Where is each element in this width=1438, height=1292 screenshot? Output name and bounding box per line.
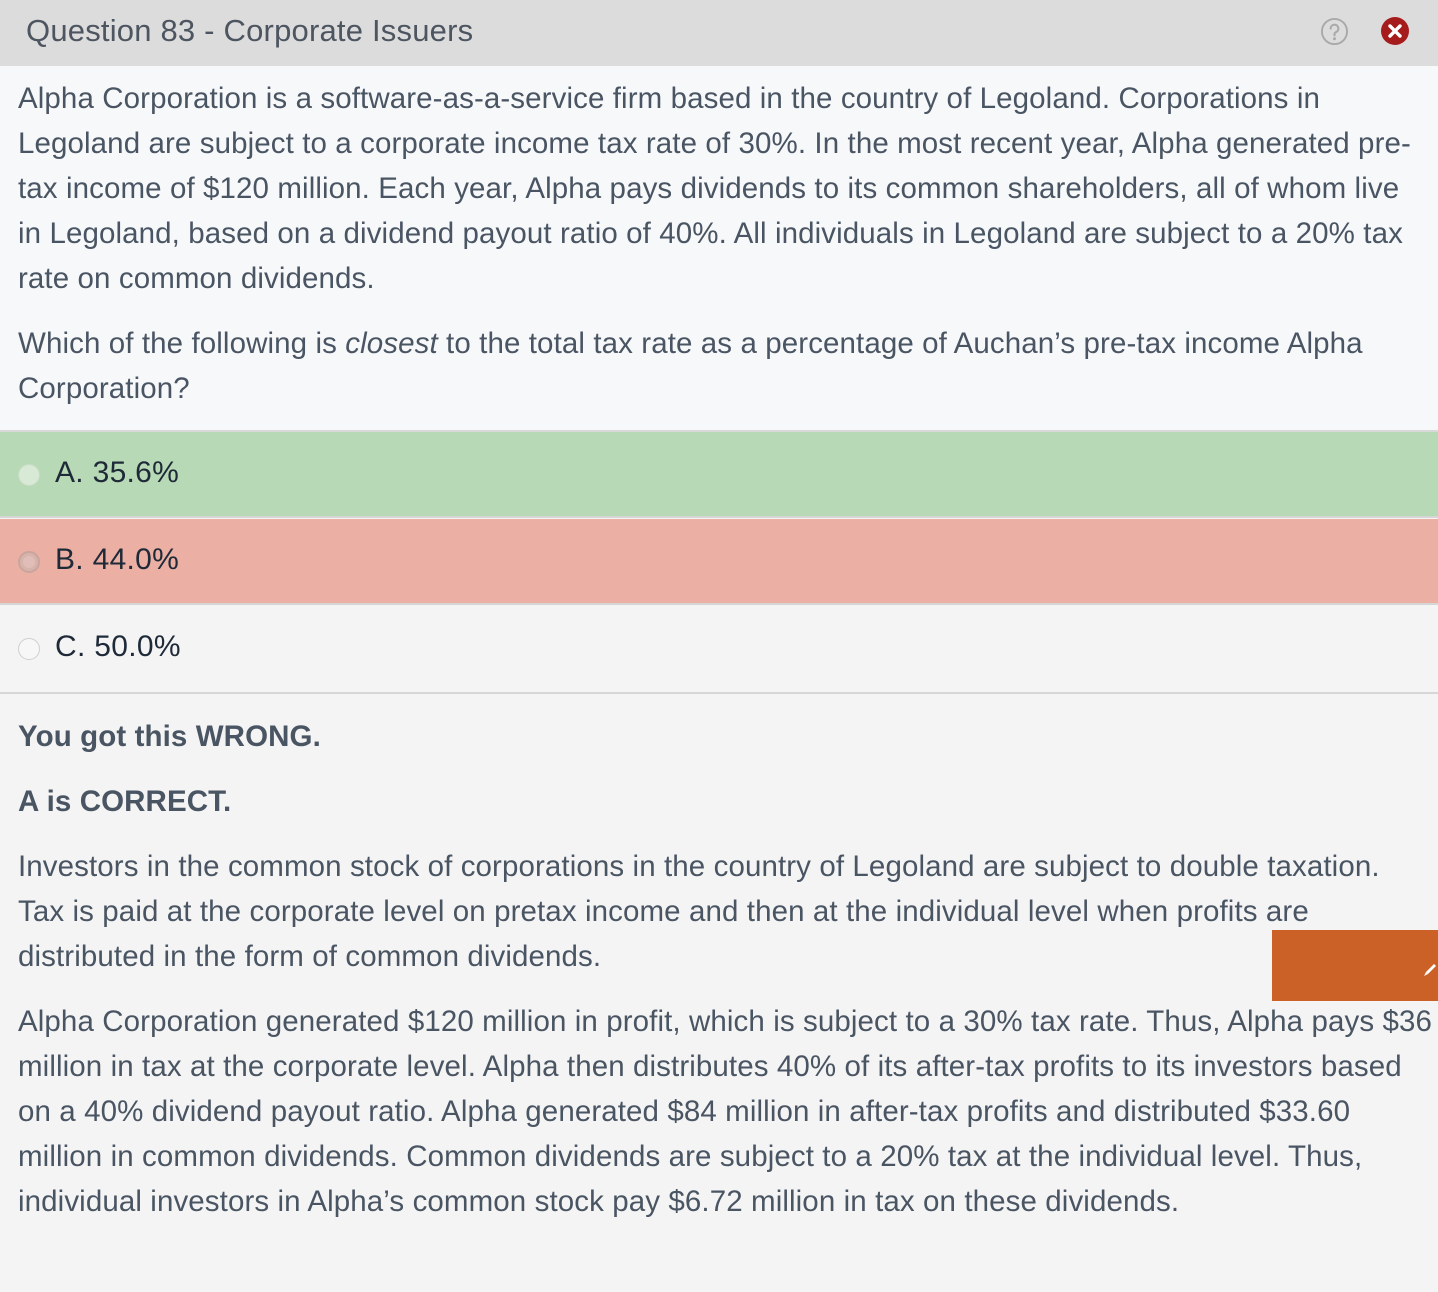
answer-option-a[interactable]: A. 35.6%: [0, 432, 1438, 518]
radio-button-c[interactable]: [18, 638, 40, 660]
option-label-b: B. 44.0%: [55, 543, 180, 576]
correct-answer-note: A is CORRECT.: [18, 785, 232, 818]
radio-button-b[interactable]: [18, 551, 40, 573]
explanation-paragraph-1: Investors in the common stock of corpora…: [18, 850, 1380, 973]
prompt-text-end: to the total tax rate as a percentage of…: [18, 327, 1363, 405]
prompt-text-start: Which of the following is: [18, 327, 346, 360]
radio-button-a[interactable]: [18, 464, 40, 486]
option-label-a: A. 35.6%: [55, 456, 180, 489]
option-label-c: C. 50.0%: [55, 630, 181, 663]
question-panel: Alpha Corporation is a software-as-a-ser…: [0, 66, 1438, 432]
question-prompt: Which of the following is closest to the…: [18, 321, 1428, 411]
prompt-emphasis: closest: [345, 327, 438, 360]
explanation-panel: You got this WRONG. A is CORRECT. Invest…: [0, 694, 1438, 1292]
window-title: Question 83 - Corporate Issuers: [26, 13, 474, 48]
help-circle-icon[interactable]: [1320, 17, 1349, 46]
notes-side-tab[interactable]: [1272, 930, 1438, 1001]
pencil-icon: [1424, 964, 1436, 976]
title-bar: Question 83 - Corporate Issuers: [0, 0, 1438, 66]
answer-option-c[interactable]: C. 50.0%: [0, 606, 1438, 694]
close-circle-icon[interactable]: [1380, 16, 1410, 46]
result-status: You got this WRONG.: [18, 720, 321, 753]
question-stem: Alpha Corporation is a software-as-a-ser…: [18, 82, 1411, 295]
answer-option-b[interactable]: B. 44.0%: [0, 519, 1438, 605]
explanation-paragraph-2: Alpha Corporation generated $120 million…: [18, 1005, 1432, 1218]
